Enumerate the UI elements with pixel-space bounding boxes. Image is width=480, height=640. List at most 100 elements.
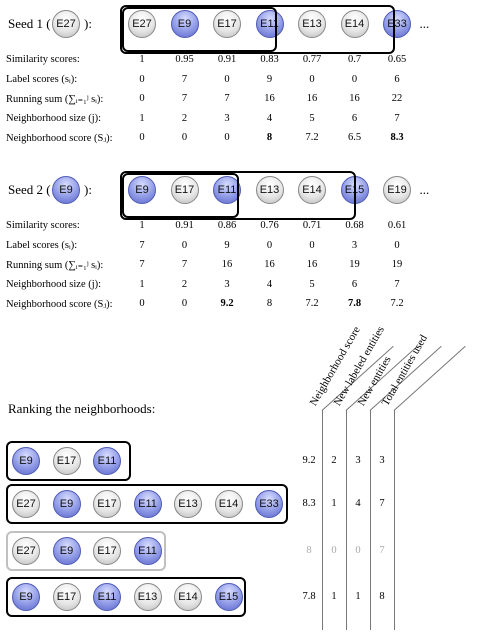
ranking-0-entity-E17: E17 — [52, 447, 81, 475]
seed1-seed-node: E27 — [52, 10, 80, 38]
ranking-0-value-1: 2 — [331, 455, 337, 466]
seed2-cell-2-6: 19 — [391, 259, 403, 270]
ranking-3-entity-E14: E14 — [174, 583, 202, 611]
ranking-box-0 — [6, 441, 131, 481]
ranking-2-value-3: 7 — [379, 545, 385, 556]
seed1-cell-0-5: 0.7 — [347, 54, 362, 65]
seed2-cell-2-1: 7 — [181, 259, 188, 270]
seed1-entity-E14: E14 — [340, 10, 369, 38]
ranking-3-entity-E15: E15 — [214, 583, 243, 611]
seed1-cell-4-3: 8 — [266, 132, 273, 143]
seed1-label-suffix: ): — [84, 16, 92, 31]
seed2-cell-1-1: 0 — [181, 239, 188, 251]
seed1-cell-2-5: 16 — [349, 93, 360, 104]
seed2-row-label-1: Label scores (sᵢ): — [6, 239, 78, 251]
seed2-cell-4-6: 7.2 — [390, 298, 404, 309]
seed2-cell-4-0: 0 — [139, 298, 145, 309]
seed1-cell-1-1: 7 — [181, 73, 188, 85]
ranking-1-value-1: 1 — [331, 498, 337, 509]
seed1-cell-4-5: 6.5 — [347, 132, 362, 143]
seed2-entity-E13: E13 — [255, 176, 284, 204]
ranking-3-value-0: 7.8 — [302, 591, 316, 602]
seed2-label-suffix: ): — [84, 182, 92, 197]
seed2-cell-1-4: 0 — [309, 239, 315, 251]
ranking-0-value-2: 3 — [355, 455, 361, 466]
seed1-cell-2-1: 7 — [181, 93, 188, 104]
ranking-col-line-3 — [394, 410, 395, 630]
seed2-cell-0-0: 1 — [139, 220, 145, 231]
seed1-entity-E33: E33 — [383, 10, 411, 38]
ranking-2-value-1: 0 — [331, 545, 337, 556]
seed1-cell-3-3: 4 — [266, 112, 273, 124]
seed1-cell-3-0: 1 — [139, 112, 145, 124]
seed1-inner-box — [122, 7, 277, 52]
ranking-1-value-2: 4 — [355, 498, 361, 509]
seed1-cell-4-6: 8.3 — [390, 132, 404, 143]
seed2-entity-E11: E11 — [213, 176, 241, 204]
seed1-row-label-3: Neighborhood size (j): — [6, 112, 102, 124]
seed2-inner-box — [122, 173, 239, 218]
seed1-cell-0-3: 0.83 — [260, 54, 279, 65]
ranking-title: Ranking the neighborhoods: — [8, 401, 156, 416]
ranking-box-3 — [6, 577, 246, 617]
ranking-box-2 — [6, 531, 166, 571]
seed2-cell-1-0: 7 — [139, 239, 145, 251]
seed2-cell-0-3: 0.76 — [260, 220, 279, 231]
seed2-outer-box — [120, 171, 356, 220]
seed2-cell-0-5: 0.68 — [345, 220, 364, 231]
seed2-cell-0-1: 0.91 — [175, 220, 194, 231]
seed1-cell-1-6: 6 — [394, 73, 400, 85]
seed2-cell-1-3: 0 — [266, 239, 273, 251]
ranking-1-value-0: 8.3 — [302, 498, 316, 509]
seed1-cell-0-2: 0.91 — [217, 54, 237, 65]
seed1-cell-2-4: 16 — [306, 93, 318, 104]
ranking-2-entity-E27: E27 — [12, 537, 40, 565]
seed1-cell-2-0: 0 — [139, 93, 145, 104]
seed1-row-label-4: Neighborhood score (Sⱼ): — [6, 133, 113, 144]
seed2-cell-2-0: 7 — [139, 259, 145, 270]
seed2-cell-1-6: 0 — [394, 239, 400, 251]
ranking-1-entity-E14: E14 — [214, 490, 243, 518]
ranking-1-entity-E27: E27 — [12, 490, 40, 518]
seed2-cell-1-5: 3 — [351, 239, 358, 251]
ranking-2-value-2: 0 — [355, 545, 361, 556]
ranking-3-entity-E9: E9 — [12, 583, 40, 611]
seed1-cell-3-2: 3 — [224, 112, 230, 124]
ranking-1-entity-E11: E11 — [133, 490, 162, 518]
seed1-cell-0-6: 0.65 — [387, 54, 407, 65]
seed1-cell-4-2: 0 — [224, 132, 230, 143]
ranking-3-value-1: 1 — [331, 591, 337, 602]
ranking-1-entity-E33: E33 — [255, 490, 283, 518]
seed2-cell-3-6: 7 — [394, 278, 400, 290]
seed1-cell-0-1: 0.95 — [175, 54, 194, 65]
seed2-cell-4-5: 7.8 — [347, 298, 362, 309]
seed1-cell-2-6: 22 — [391, 93, 403, 104]
ranking-1-entity-E13: E13 — [174, 490, 202, 518]
seed1-cell-2-2: 7 — [224, 93, 230, 104]
seed1-entity-E9: E9 — [170, 10, 199, 38]
seed2-cell-3-2: 3 — [224, 278, 230, 290]
ranking-0-value-3: 3 — [379, 455, 385, 466]
seed2-row-label-0: Similarity scores: — [6, 220, 80, 231]
ranking-3-value-2: 1 — [355, 591, 361, 602]
ranking-3-entity-E17: E17 — [52, 583, 81, 611]
seed1-cell-3-4: 5 — [309, 112, 315, 124]
seed1-cell-4-4: 7.2 — [305, 132, 319, 143]
seed1-entity-E11: E11 — [255, 10, 284, 38]
seed2-row-label-4: Neighborhood score (Sⱼ): — [6, 299, 113, 310]
seed1-row-label-0: Similarity scores: — [6, 54, 80, 65]
seed2-ellipsis: ... — [419, 182, 430, 197]
seed1-entity-E27: E27 — [128, 10, 156, 38]
seed2-cell-1-2: 9 — [224, 239, 230, 251]
seed2-cell-3-1: 2 — [181, 278, 188, 290]
seed1-cell-1-5: 0 — [351, 73, 358, 85]
seed2-cell-4-2: 9.2 — [220, 298, 234, 309]
seed2-cell-2-2: 16 — [221, 259, 233, 270]
seed1-cell-3-1: 2 — [181, 112, 188, 124]
ranking-0-value-0: 9.2 — [302, 455, 316, 466]
seed2-cell-2-3: 16 — [264, 259, 275, 270]
seed2-cell-4-4: 7.2 — [305, 298, 319, 309]
seed1-ellipsis: ... — [419, 16, 430, 31]
seed1-cell-2-3: 16 — [264, 93, 275, 104]
seed2-entity-E14: E14 — [298, 176, 326, 204]
